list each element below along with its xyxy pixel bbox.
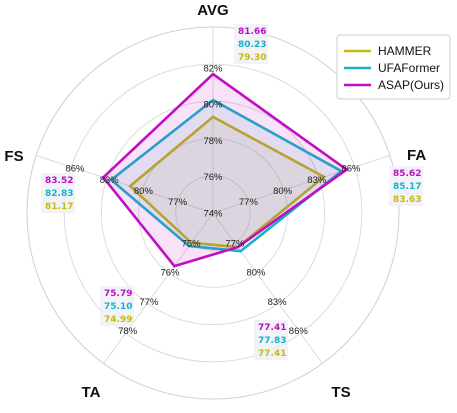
data-label: 83.63 xyxy=(393,195,421,205)
tick-label: 75% xyxy=(182,239,202,250)
tick-label: 86% xyxy=(65,164,85,175)
value-label-box xyxy=(234,24,268,64)
axis-title-avg: AVG xyxy=(197,2,228,19)
data-label: 85.62 xyxy=(393,169,421,179)
grid-spoke xyxy=(103,212,214,364)
grid-spoke xyxy=(212,212,323,364)
tick-label: 80% xyxy=(273,186,293,197)
tick-label: 74% xyxy=(203,209,223,220)
legend-entry: ASAP(Ours) xyxy=(378,78,444,92)
series-polygon-asap-ours- xyxy=(101,72,349,268)
grid-spoke xyxy=(35,155,214,214)
tick-label: 86% xyxy=(341,164,361,175)
tick-label: 77% xyxy=(168,197,188,208)
tick-label: 83% xyxy=(268,297,288,308)
data-label: 77.41 xyxy=(258,349,286,359)
data-label: 79.30 xyxy=(238,53,266,63)
value-label-box xyxy=(41,173,75,213)
tick-label: 86% xyxy=(289,326,309,337)
data-label: 75.10 xyxy=(104,302,132,312)
axis-title-fa: FA xyxy=(407,147,426,164)
tick-label: 77% xyxy=(139,297,159,308)
data-label: 75.79 xyxy=(104,289,132,299)
tick-label: 80% xyxy=(134,186,154,197)
tick-label: 76% xyxy=(203,172,223,183)
value-label-box xyxy=(100,286,134,326)
data-label: 80.23 xyxy=(238,40,266,50)
data-label: 81.66 xyxy=(238,27,266,37)
tick-label: 78% xyxy=(203,136,223,147)
tick-label: 80% xyxy=(203,100,223,111)
data-label: 85.17 xyxy=(393,182,421,192)
tick-label: 78% xyxy=(118,326,138,337)
legend-entry: UFAFormer xyxy=(378,61,440,75)
series-layer xyxy=(101,72,349,268)
axis-title-ts: TS xyxy=(331,384,350,401)
grid-spoke xyxy=(212,155,391,214)
data-label: 77.41 xyxy=(258,323,286,333)
value-labels: 81.66 80.23 79.30 85.62 85.17 83.63 77.41 77.83… xyxy=(41,24,423,360)
tick-label: 83% xyxy=(307,175,327,186)
tick-label: 83% xyxy=(100,175,120,186)
data-label: 82.83 xyxy=(45,189,73,199)
axis-titles: AVG FA TS TA FS xyxy=(4,2,426,401)
tick-label: 82% xyxy=(203,63,223,74)
tick-label: 77% xyxy=(239,197,259,208)
legend-entry: HAMMER xyxy=(378,44,432,58)
axis-title-fs: FS xyxy=(4,148,23,165)
data-label: 74.99 xyxy=(104,315,132,325)
series-polygon-hammer xyxy=(128,115,327,249)
data-label: 81.17 xyxy=(45,202,73,212)
tick-label: 77% xyxy=(225,239,245,250)
data-label: 83.52 xyxy=(45,176,73,186)
tick-labels: 74%76%78%80%82%77%80%83%86%77%80%83%86%7… xyxy=(65,63,361,337)
value-label-box xyxy=(389,166,423,206)
tick-label: 80% xyxy=(246,268,266,279)
legend: HAMMER UFAFormer ASAP(Ours) xyxy=(336,34,451,100)
axis-title-ta: TA xyxy=(82,384,101,401)
radar-grid xyxy=(26,26,400,400)
value-label-box xyxy=(254,320,288,360)
data-label: 77.83 xyxy=(258,336,286,346)
tick-label: 76% xyxy=(160,268,180,279)
